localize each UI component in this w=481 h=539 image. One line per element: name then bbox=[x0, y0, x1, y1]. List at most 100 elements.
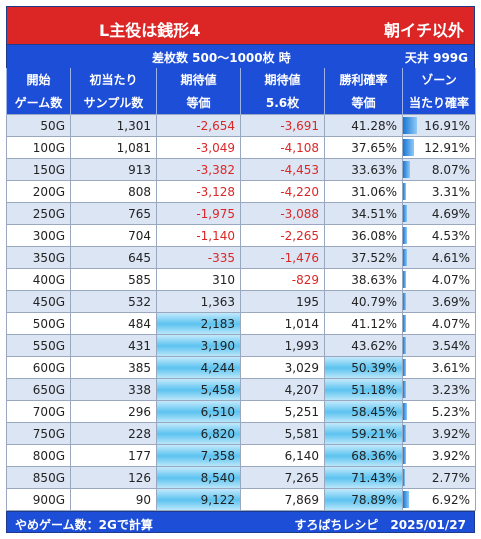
sample-count-cell: 532 bbox=[70, 290, 157, 313]
start-game-cell: 700G bbox=[6, 400, 71, 423]
sub-header: 差枚数 500～1000枚 時 天井 999G bbox=[6, 45, 475, 68]
ev-cell: 7,358 bbox=[156, 444, 241, 467]
win-rate-cell: 33.63% bbox=[324, 158, 403, 181]
sample-count-cell: 296 bbox=[70, 400, 157, 423]
ev-cell: -3,049 bbox=[156, 136, 241, 159]
zone-rate-bar bbox=[403, 227, 407, 244]
zone-rate-cell: 4.61% bbox=[402, 246, 476, 269]
zone-rate-bar bbox=[403, 359, 406, 376]
table-row: 300G 704 -1,140 -2,265 36.08% 4.53% bbox=[6, 224, 476, 247]
sample-count-cell: 808 bbox=[70, 180, 157, 203]
ev-cell: 8,540 bbox=[156, 466, 241, 489]
start-game-cell: 850G bbox=[6, 466, 71, 489]
zone-rate-cell: 4.69% bbox=[402, 202, 476, 225]
sample-count-cell: 385 bbox=[70, 356, 157, 379]
win-rate-cell: 38.63% bbox=[324, 268, 403, 291]
sample-count-cell: 338 bbox=[70, 378, 157, 401]
table-row: 250G 765 -1,975 -3,088 34.51% 4.69% bbox=[6, 202, 476, 225]
col-header-start-game: 開始 bbox=[6, 68, 71, 91]
sample-count-cell: 431 bbox=[70, 334, 157, 357]
expected-value-table: L主役は銭形4 朝イチ以外 差枚数 500～1000枚 時 天井 999G 開始… bbox=[6, 6, 476, 533]
zone-rate-value: 4.69% bbox=[431, 206, 470, 221]
table-row: 100G 1,081 -3,049 -4,108 37.65% 12.91% bbox=[6, 136, 476, 159]
zone-rate-cell: 3.23% bbox=[402, 378, 476, 401]
win-rate-cell: 34.51% bbox=[324, 202, 403, 225]
ev-cell: -3,382 bbox=[156, 158, 241, 181]
ev-cell: 6,510 bbox=[156, 400, 241, 423]
start-game-cell: 150G bbox=[6, 158, 71, 181]
zone-rate-value: 3.69% bbox=[431, 294, 470, 309]
zone-rate-bar bbox=[403, 469, 406, 486]
ev56-cell: -829 bbox=[240, 268, 325, 291]
win-rate-cell: 37.65% bbox=[324, 136, 403, 159]
zone-rate-cell: 6.92% bbox=[402, 488, 476, 511]
start-game-cell: 550G bbox=[6, 334, 71, 357]
start-game-cell: 900G bbox=[6, 488, 71, 511]
table-row: 750G 228 6,820 5,581 59.21% 3.92% bbox=[6, 422, 476, 445]
zone-rate-bar bbox=[403, 117, 417, 134]
col-header-ev: 期待値 bbox=[156, 68, 241, 91]
ev-cell: 5,458 bbox=[156, 378, 241, 401]
zone-rate-value: 3.31% bbox=[431, 184, 470, 199]
zone-rate-cell: 3.54% bbox=[402, 334, 476, 357]
win-rate-cell: 78.89% bbox=[324, 488, 403, 511]
sample-count-cell: 585 bbox=[70, 268, 157, 291]
ev56-cell: -3,691 bbox=[240, 114, 325, 137]
sample-count-cell: 704 bbox=[70, 224, 157, 247]
win-rate-cell: 41.28% bbox=[324, 114, 403, 137]
ev-cell: -2,654 bbox=[156, 114, 241, 137]
ev56-cell: 195 bbox=[240, 290, 325, 313]
zone-rate-value: 2.77% bbox=[431, 470, 470, 485]
col-subheader-sample: サンプル数 bbox=[70, 91, 157, 115]
win-rate-cell: 59.21% bbox=[324, 422, 403, 445]
zone-rate-bar bbox=[403, 271, 407, 288]
sample-count-cell: 484 bbox=[70, 312, 157, 335]
zone-rate-cell: 4.53% bbox=[402, 224, 476, 247]
win-rate-cell: 37.52% bbox=[324, 246, 403, 269]
start-game-cell: 450G bbox=[6, 290, 71, 313]
zone-rate-bar bbox=[403, 315, 407, 332]
ev56-cell: -3,088 bbox=[240, 202, 325, 225]
ev-cell: 6,820 bbox=[156, 422, 241, 445]
col-subheader-start-game: ゲーム数 bbox=[6, 91, 71, 115]
win-rate-cell: 40.79% bbox=[324, 290, 403, 313]
ev56-cell: -4,220 bbox=[240, 180, 325, 203]
sample-count-cell: 765 bbox=[70, 202, 157, 225]
start-game-cell: 50G bbox=[6, 114, 71, 137]
zone-rate-bar bbox=[403, 491, 409, 508]
header-row-1: 開始 初当たり 期待値 期待値 勝利確率 ゾーン bbox=[6, 68, 476, 91]
start-game-cell: 350G bbox=[6, 246, 71, 269]
table-body: 50G 1,301 -2,654 -3,691 41.28% 16.91% 100G 1,08… bbox=[6, 114, 476, 511]
zone-rate-bar bbox=[403, 161, 410, 178]
ev56-cell: 5,251 bbox=[240, 400, 325, 423]
table-row: 900G 90 9,122 7,869 78.89% 6.92% bbox=[6, 488, 476, 511]
ev56-cell: 5,581 bbox=[240, 422, 325, 445]
sample-count-cell: 645 bbox=[70, 246, 157, 269]
zone-rate-bar bbox=[403, 139, 414, 156]
table-row: 500G 484 2,183 1,014 41.12% 4.07% bbox=[6, 312, 476, 335]
start-game-cell: 100G bbox=[6, 136, 71, 159]
zone-rate-value: 3.23% bbox=[431, 382, 470, 397]
win-rate-cell: 51.18% bbox=[324, 378, 403, 401]
page-title: L主役は銭形4 bbox=[99, 21, 201, 40]
ev-cell: 310 bbox=[156, 268, 241, 291]
condition-label: 差枚数 500～1000枚 時 bbox=[152, 51, 291, 65]
zone-rate-value: 4.07% bbox=[431, 316, 470, 331]
col-header-sample: 初当たり bbox=[70, 68, 157, 91]
zone-rate-value: 4.61% bbox=[431, 250, 470, 265]
col-header-win: 勝利確率 bbox=[324, 68, 403, 91]
start-game-cell: 250G bbox=[6, 202, 71, 225]
table-row: 550G 431 3,190 1,993 43.62% 3.54% bbox=[6, 334, 476, 357]
data-table: 開始 初当たり 期待値 期待値 勝利確率 ゾーン ゲーム数 サンプル数 等価 5… bbox=[6, 68, 476, 511]
footer-bar: やめゲーム数：2Gで計算 すろぱちレシピ 2025/01/27 bbox=[6, 511, 475, 533]
table-row: 600G 385 4,244 3,029 50.39% 3.61% bbox=[6, 356, 476, 379]
start-game-cell: 400G bbox=[6, 268, 71, 291]
ev-cell: -3,128 bbox=[156, 180, 241, 203]
zone-rate-value: 6.92% bbox=[431, 492, 470, 507]
header-row-2: ゲーム数 サンプル数 等価 5.6枚 等価 当たり確率 bbox=[6, 91, 476, 115]
table-row: 650G 338 5,458 4,207 51.18% 3.23% bbox=[6, 378, 476, 401]
col-subheader-win: 等価 bbox=[324, 91, 403, 115]
ceiling-label: 天井 999G bbox=[404, 51, 468, 65]
footer-source: すろぱちレシピ 2025/01/27 bbox=[294, 518, 466, 532]
ev56-cell: 7,265 bbox=[240, 466, 325, 489]
